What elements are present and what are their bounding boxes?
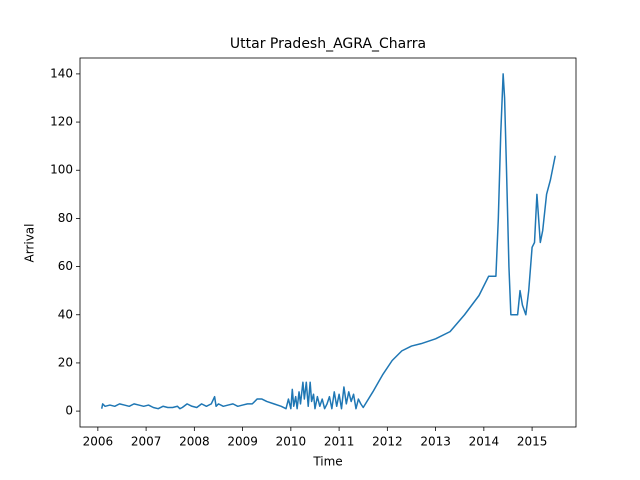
y-tick-label: 140 (50, 66, 73, 80)
axes-frame (79, 57, 577, 428)
y-tick-label: 0 (65, 404, 73, 418)
x-tick-label: 2015 (517, 435, 548, 449)
y-tick-label: 80 (58, 211, 73, 225)
x-axis-label: Time (312, 455, 342, 469)
x-tick-label: 2009 (227, 435, 258, 449)
x-tick-label: 2007 (131, 435, 162, 449)
x-tick-label: 2012 (372, 435, 403, 449)
x-tick-label: 2014 (469, 435, 500, 449)
y-tick-label: 120 (50, 115, 73, 129)
data-line (100, 73, 556, 410)
y-axis-label: Arrival (23, 224, 37, 263)
y-tick-label: 100 (50, 163, 73, 177)
plot-area (100, 73, 556, 410)
y-tick-label: 40 (58, 307, 73, 321)
x-tick-label: 2010 (276, 435, 307, 449)
y-tick-label: 60 (58, 259, 73, 273)
x-tick-label: 2006 (83, 435, 114, 449)
y-tick-label: 20 (58, 355, 73, 369)
x-tick-label: 2013 (420, 435, 451, 449)
x-tick-label: 2011 (324, 435, 355, 449)
chart-title: Uttar Pradesh_AGRA_Charra (230, 36, 426, 52)
x-tick-label: 2008 (179, 435, 210, 449)
